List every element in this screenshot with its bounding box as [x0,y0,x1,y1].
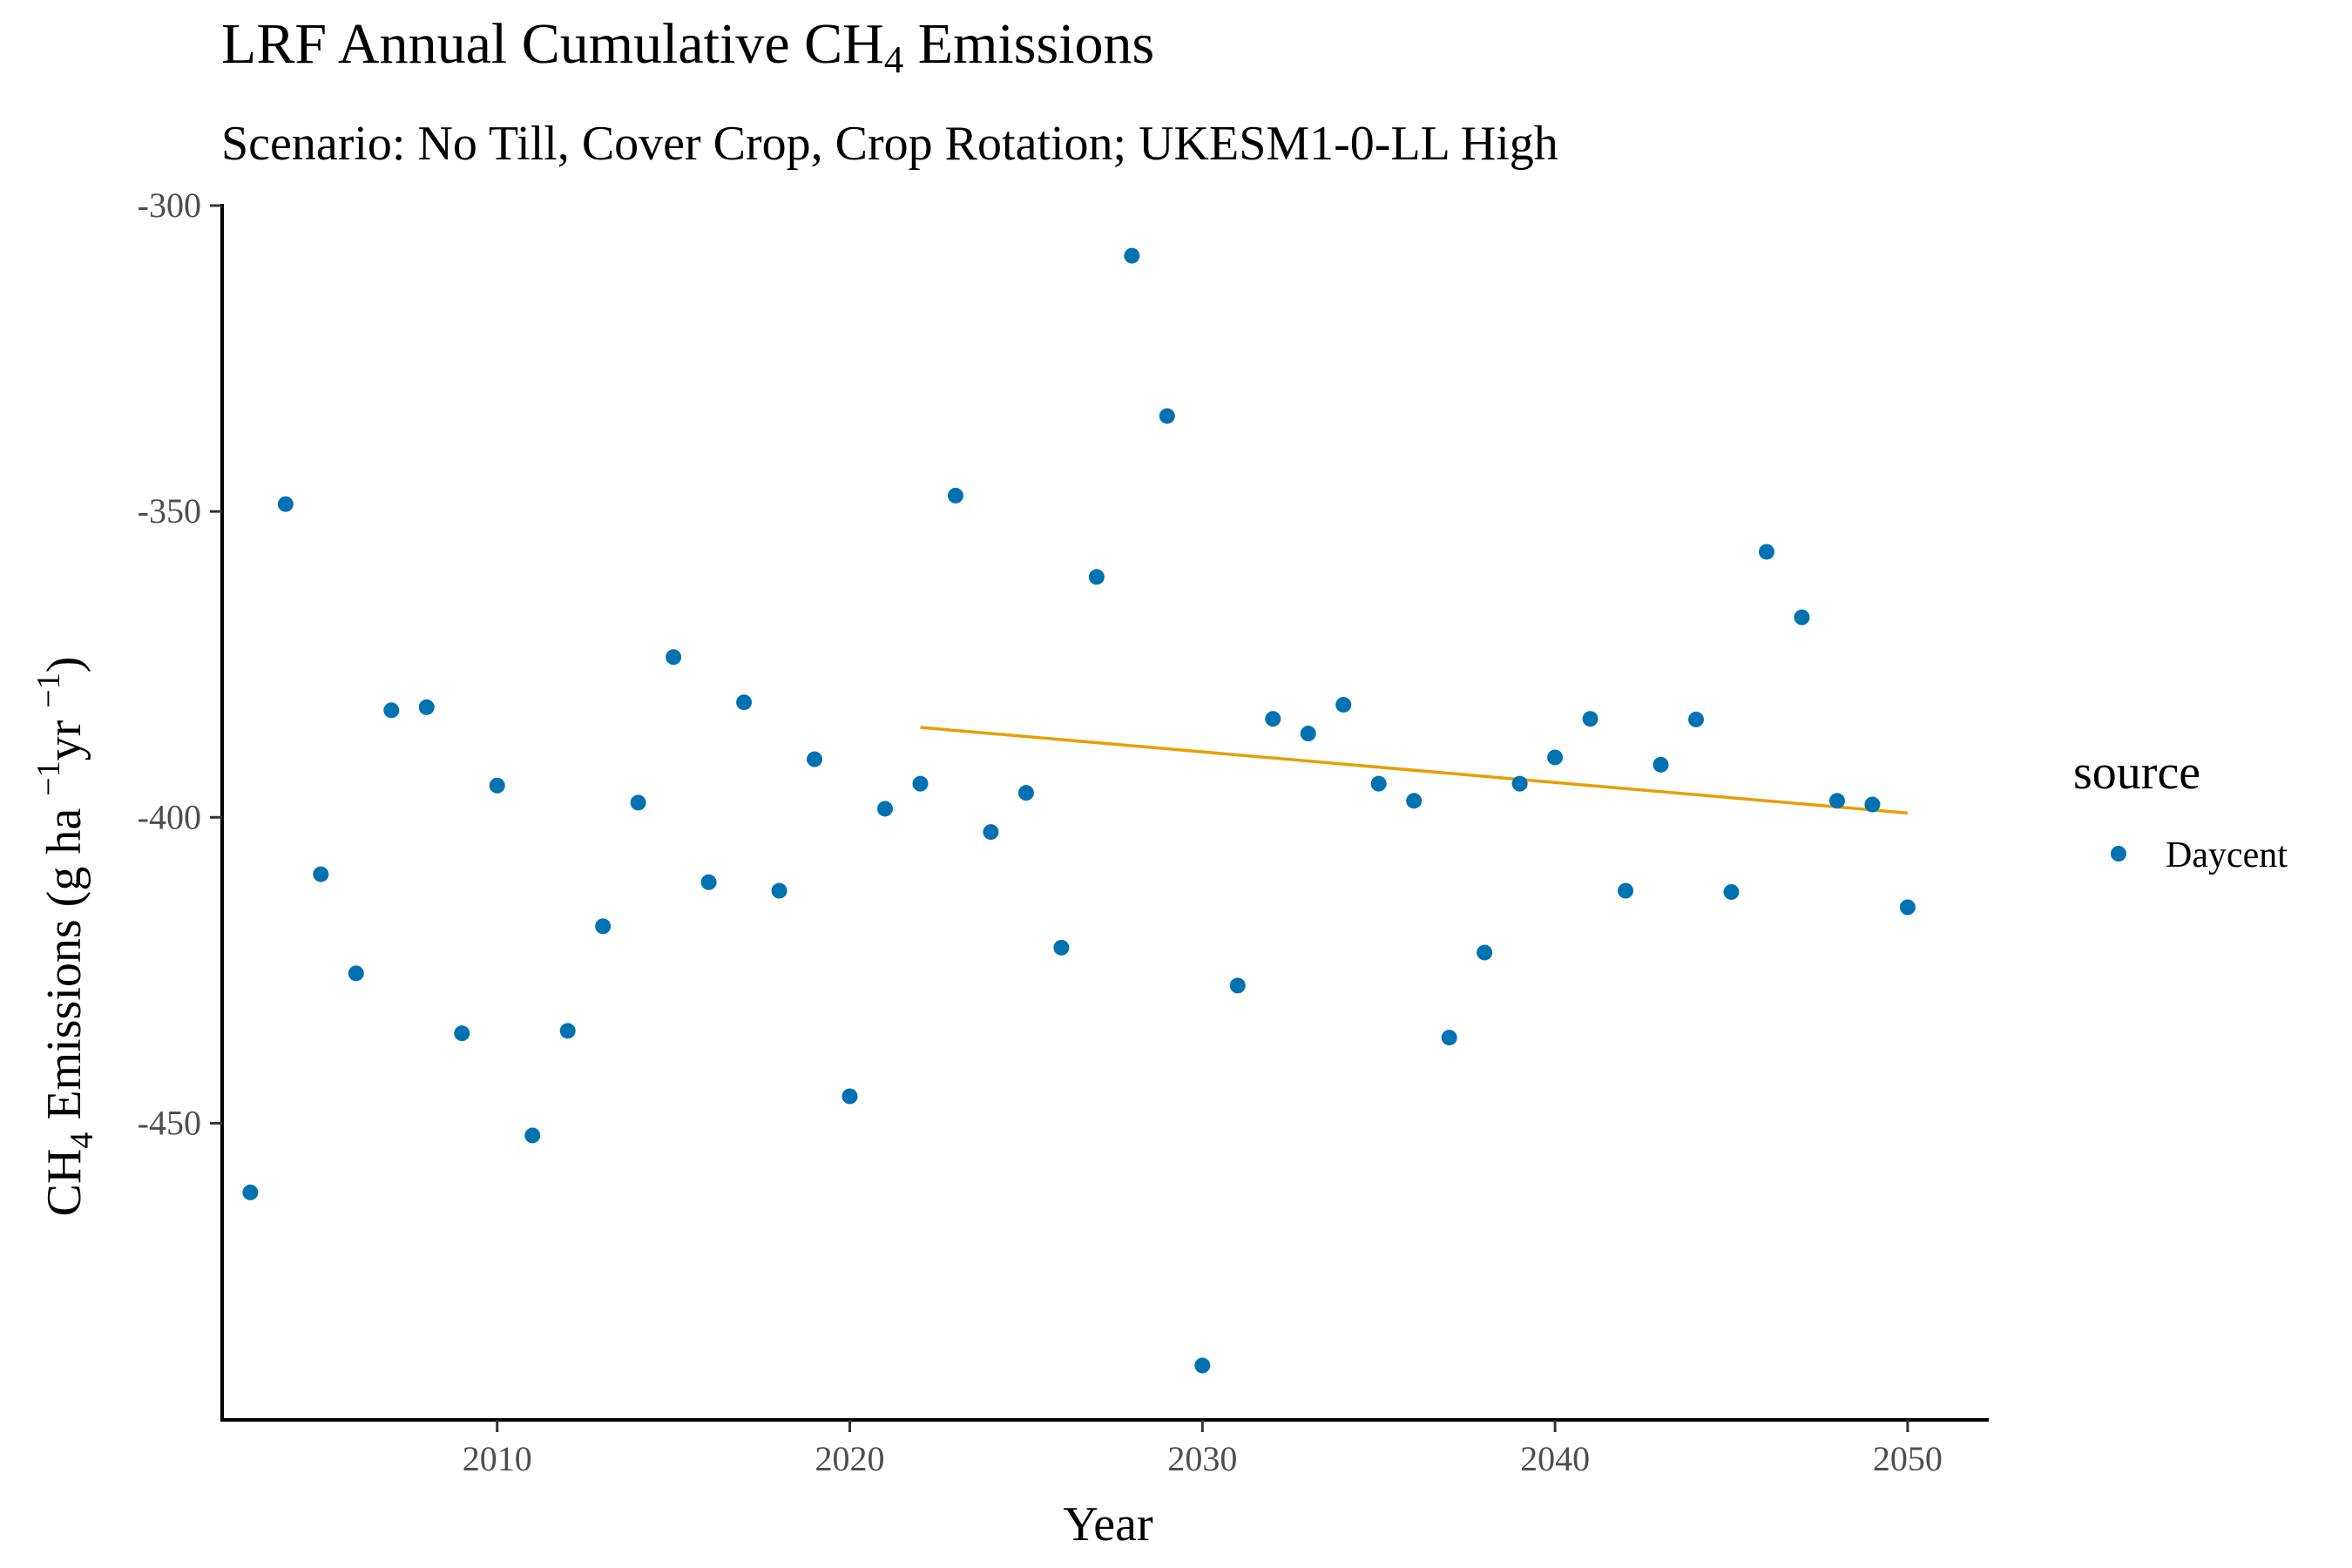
legend-title: source [2073,746,2200,800]
data-point [595,918,612,935]
data-point [1229,977,1246,994]
x-tick-label: 2020 [815,1439,885,1478]
chart-title: LRF Annual Cumulative CH4 Emissions [221,12,1155,82]
data-point [841,1088,858,1105]
data-point [630,794,646,811]
data-point [1406,793,1423,809]
y-tick-label: -450 [138,1103,201,1142]
trend-line [920,726,1909,815]
data-point [912,775,929,792]
y-axis-title: CH4 Emissions (g ha −1yr −1) [30,657,100,1217]
data-point [1370,775,1387,792]
data-point [1652,756,1669,773]
data-point [489,777,505,794]
data-point [1794,609,1810,625]
data-point [1159,408,1175,424]
data-point [383,702,400,719]
data-point [1124,247,1140,264]
x-axis-ticks: 2010 2020 2030 2040 2050 [463,1420,1943,1478]
data-point [1723,883,1740,900]
y-axis-ticks: -300 -350 -400 -450 [138,186,222,1142]
data-point [1618,882,1634,899]
legend: source Daycent [2073,746,2288,875]
data-point [947,487,963,504]
data-point [454,1025,470,1042]
y-tick-label: -300 [138,186,201,225]
data-point [807,751,823,767]
axes [220,204,1989,1422]
chart-subtitle: Scenario: No Till, Cover Crop, Crop Rota… [221,117,1558,171]
trend-line-group [920,726,1909,815]
data-point [700,874,717,890]
data-point [242,1184,259,1200]
data-point [983,824,999,841]
data-points [242,247,1916,1374]
data-point [1300,726,1316,742]
data-point [1758,544,1774,560]
data-point [1194,1357,1211,1374]
x-tick-label: 2040 [1520,1439,1590,1478]
data-point [277,496,294,512]
legend-label-daycent: Daycent [2166,835,2288,875]
data-point [524,1127,541,1144]
data-point [313,866,329,882]
data-point [877,801,894,817]
data-point [1899,899,1916,916]
data-point [1582,711,1598,727]
data-point [1265,711,1281,727]
data-point [1864,796,1881,813]
data-point [1511,775,1528,792]
data-point [1441,1030,1457,1046]
data-point [559,1023,576,1039]
y-tick-label: -350 [138,491,201,531]
data-point [1828,793,1845,809]
data-point [666,649,682,666]
data-point [1088,569,1105,585]
data-point [1688,711,1705,727]
data-point [1477,944,1493,961]
x-axis-title: Year [1063,1497,1153,1551]
data-point [736,694,753,711]
legend-swatch-daycent [2111,846,2126,862]
x-tick-label: 2010 [463,1439,532,1478]
data-point [418,699,435,715]
x-tick-label: 2050 [1873,1439,1943,1478]
data-point [1547,749,1564,766]
data-point [771,882,787,899]
data-point [348,965,364,982]
x-tick-label: 2030 [1167,1439,1237,1478]
data-point [1053,939,1070,956]
data-point [1335,697,1352,713]
y-tick-label: -400 [138,797,201,836]
data-point [1017,785,1034,801]
